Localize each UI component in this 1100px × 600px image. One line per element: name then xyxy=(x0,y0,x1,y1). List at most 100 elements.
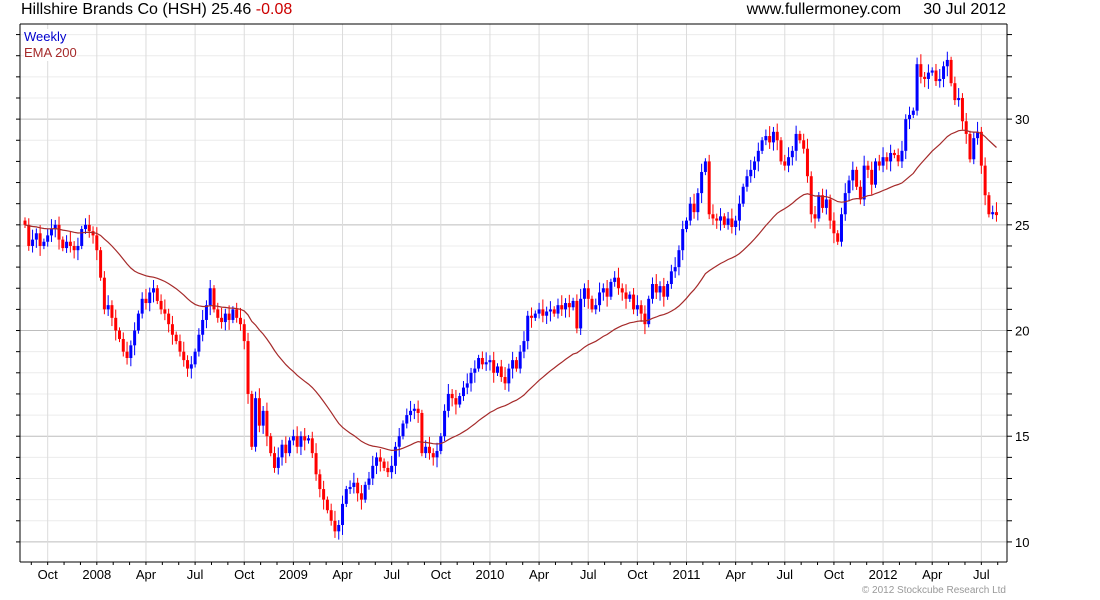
candle-up xyxy=(976,131,980,139)
candle-up xyxy=(957,97,961,101)
candle-down xyxy=(257,398,261,426)
candle-up xyxy=(409,410,413,416)
candle-down xyxy=(730,218,734,227)
candle-down xyxy=(987,195,991,215)
candle-down xyxy=(620,288,624,293)
candle-up xyxy=(598,292,602,306)
x-tick-label: Oct xyxy=(824,567,845,582)
x-tick-label: Jul xyxy=(187,567,204,582)
candle-down xyxy=(61,239,65,249)
candle-down xyxy=(118,330,121,339)
candle-down xyxy=(178,341,182,352)
candle-down xyxy=(802,140,806,149)
candle-up xyxy=(669,271,673,285)
candle-up xyxy=(677,250,681,268)
candle-up xyxy=(31,239,35,246)
candle-down xyxy=(102,277,106,310)
candle-down xyxy=(692,203,696,213)
candle-down xyxy=(541,309,545,316)
candle-up xyxy=(129,345,133,359)
candle-up xyxy=(685,220,688,230)
candle-up xyxy=(254,398,258,447)
candle-up xyxy=(764,136,768,141)
candle-up xyxy=(839,214,843,242)
candle-down xyxy=(480,358,484,365)
candle-down xyxy=(170,324,174,335)
candle-down xyxy=(624,292,628,299)
candle-down xyxy=(560,305,564,310)
candle-up xyxy=(548,309,552,312)
candle-up xyxy=(193,351,197,365)
candle-down xyxy=(503,377,507,384)
candle-up xyxy=(881,157,885,166)
candle-down xyxy=(333,520,337,532)
candle-up xyxy=(208,288,212,306)
candle-down xyxy=(836,233,840,242)
candle-up xyxy=(609,281,613,297)
candle-down xyxy=(235,309,239,318)
price-change: -0.08 xyxy=(255,1,293,18)
candle-down xyxy=(798,133,802,141)
x-tick-label: Jul xyxy=(776,567,793,582)
y-tick-label: 20 xyxy=(1015,324,1029,339)
candle-up xyxy=(594,305,598,310)
candle-down xyxy=(567,303,571,308)
candle-down xyxy=(768,136,772,143)
candle-up xyxy=(133,330,137,346)
candle-up xyxy=(522,341,526,352)
candle-up xyxy=(533,313,537,318)
candle-up xyxy=(908,114,912,120)
candle-up xyxy=(458,396,462,405)
candle-up xyxy=(280,444,284,458)
x-tick-label: Jul xyxy=(973,567,990,582)
candle-up xyxy=(790,150,794,158)
security-name: Hillshire Brands Co (HSH) xyxy=(21,1,207,18)
candle-down xyxy=(813,214,817,219)
candle-up xyxy=(34,233,38,240)
candle-down xyxy=(110,305,114,318)
candle-down xyxy=(95,235,99,251)
candle-up xyxy=(484,362,488,365)
candle-down xyxy=(866,165,870,170)
candle-up xyxy=(904,119,908,151)
candle-down xyxy=(216,309,220,318)
candle-down xyxy=(314,453,318,475)
candle-down xyxy=(114,317,118,331)
candle-up xyxy=(412,408,416,411)
candle-up xyxy=(545,311,549,316)
chart-source: www.fullermoney.com 30 Jul 2012 xyxy=(747,0,1006,20)
candle-up xyxy=(443,410,447,437)
candle-up xyxy=(703,161,707,172)
last-price: 25.46 xyxy=(211,1,252,18)
candle-down xyxy=(492,360,496,373)
candle-down xyxy=(858,186,862,200)
candle-down xyxy=(250,393,254,447)
candle-up xyxy=(393,446,397,466)
legend-ema: EMA 200 xyxy=(24,45,77,61)
candle-up xyxy=(737,203,741,221)
candle-up xyxy=(288,440,292,454)
x-tick-label: 2010 xyxy=(475,567,504,582)
candle-up xyxy=(889,152,893,162)
candle-up xyxy=(874,161,877,185)
candle-up xyxy=(771,131,775,143)
candle-up xyxy=(756,150,760,162)
candle-up xyxy=(628,294,632,299)
candle-up xyxy=(734,220,738,227)
candle-down xyxy=(654,284,658,293)
candle-up xyxy=(824,199,828,208)
candle-up xyxy=(579,298,583,329)
candle-down xyxy=(265,410,269,437)
site-link[interactable]: www.fullermoney.com xyxy=(746,1,902,18)
candle-down xyxy=(832,220,836,234)
candle-up xyxy=(564,303,568,310)
candle-up xyxy=(80,229,84,246)
candle-down xyxy=(454,398,458,405)
candle-down xyxy=(416,408,420,413)
candle-up xyxy=(307,438,310,441)
candle-down xyxy=(325,499,329,511)
candle-down xyxy=(155,288,159,301)
candle-down xyxy=(27,224,31,246)
candle-up xyxy=(647,298,651,325)
